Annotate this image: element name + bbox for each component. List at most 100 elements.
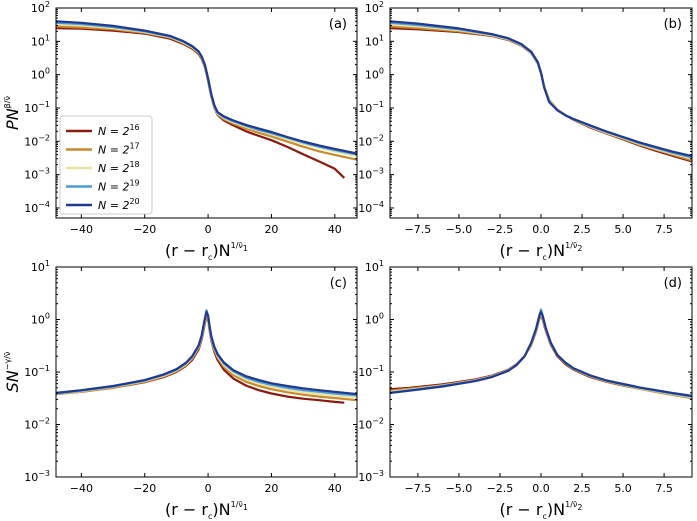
x-tick-label: 0 <box>205 482 212 495</box>
y-tick-label: 10−1 <box>24 100 50 115</box>
x-label-part: (r − r <box>500 500 543 519</box>
chart-panel-b: −7.5 −5.0 −2.5 0.0 2.5 5.0 7.510−410−310−210−1… <box>358 0 693 262</box>
x-tick-label: −7.5 <box>405 482 432 495</box>
legend-exp: 20 <box>129 197 139 206</box>
x-label-exp-sub: 1 <box>243 503 248 512</box>
x-tick-label: 20 <box>264 482 278 495</box>
y-tick-label: 10−1 <box>358 100 384 115</box>
x-label-part: (r − r <box>165 241 208 260</box>
y-tick-label: 10−1 <box>24 364 50 379</box>
y-axis-label-top-main: PN <box>3 108 22 130</box>
y-tick-exponent: −1 <box>38 100 50 109</box>
x-label-exp: 1/ν̄ <box>565 241 578 250</box>
y-tick-label: 10−2 <box>24 133 50 148</box>
y-tick-label: 102 <box>31 0 50 15</box>
series-line-c-19 <box>56 309 357 397</box>
y-tick-label: 101 <box>365 33 384 48</box>
x-label-part: )N <box>547 500 565 519</box>
x-tick-label: 2.5 <box>573 223 591 236</box>
legend-base: N = 2 <box>98 125 129 138</box>
y-tick-exponent: 0 <box>45 67 50 76</box>
y-tick-base: 10 <box>31 69 45 82</box>
legend-base: N = 2 <box>98 199 129 212</box>
panel-label: (b) <box>664 17 682 32</box>
y-tick-base: 10 <box>24 135 38 148</box>
y-axis-label-bottom-main: SN <box>3 370 22 392</box>
x-tick-label: 40 <box>328 223 342 236</box>
y-tick-exponent: −1 <box>38 364 50 373</box>
chart-panel-d: −7.5 −5.0 −2.5 0.0 2.5 5.0 7.510−310−210−11001… <box>358 259 693 521</box>
y-tick-base: 10 <box>365 261 379 274</box>
y-tick-base: 10 <box>365 314 379 327</box>
y-tick-label: 10−2 <box>358 133 384 148</box>
x-label-part: )N <box>212 241 230 260</box>
x-tick-label: 40 <box>328 482 342 495</box>
x-tick-label: −2.5 <box>487 482 514 495</box>
axes-frame <box>389 7 693 219</box>
y-tick-exponent: −4 <box>38 200 50 209</box>
series-line-b-16 <box>390 27 692 163</box>
x-tick-label: 7.5 <box>655 223 673 236</box>
series-line-d-17 <box>390 312 692 400</box>
legend-box <box>59 115 153 215</box>
x-label-exp-sub: 2 <box>577 503 582 512</box>
x-label-part: (r − r <box>500 241 543 260</box>
y-axis-label-bottom: SN−γ/ν̄ <box>3 351 22 392</box>
y-tick-label: 10−3 <box>358 167 384 182</box>
y-tick-label: 10−2 <box>24 417 50 432</box>
y-tick-exponent: −1 <box>372 100 384 109</box>
y-tick-label: 101 <box>365 259 384 274</box>
y-tick-base: 10 <box>358 471 372 484</box>
series-line-d-19 <box>390 308 692 398</box>
x-axis-label: (r − rc)N1/ν̄1 <box>165 500 248 521</box>
y-tick-exponent: −3 <box>38 167 50 176</box>
x-label-exp: 1/ν̄ <box>231 241 244 250</box>
x-tick-label: 0 <box>205 223 212 236</box>
y-tick-exponent: −1 <box>372 364 384 373</box>
y-tick-label: 101 <box>31 33 50 48</box>
y-tick-exponent: 0 <box>379 312 384 321</box>
y-tick-base: 10 <box>24 471 38 484</box>
x-label-sub: c <box>543 253 547 262</box>
y-tick-label: 10−4 <box>358 200 384 215</box>
y-tick-exponent: −2 <box>372 417 384 426</box>
x-axis-label: (r − rc)N1/ν̄2 <box>500 500 583 521</box>
y-tick-base: 10 <box>358 202 372 215</box>
x-tick-label: −20 <box>133 482 156 495</box>
y-tick-base: 10 <box>358 366 372 379</box>
series-line-c-20 <box>56 310 357 396</box>
y-tick-base: 10 <box>24 169 38 182</box>
legend-exp: 17 <box>129 142 139 151</box>
y-tick-base: 10 <box>358 419 372 432</box>
y-tick-exponent: 1 <box>45 259 50 268</box>
y-axis-label-bottom-exp: −γ/ν̄ <box>3 351 12 370</box>
x-label-sub: c <box>208 253 212 262</box>
y-tick-exponent: −4 <box>372 200 384 209</box>
y-tick-label: 10−2 <box>358 417 384 432</box>
y-tick-base: 10 <box>24 419 38 432</box>
y-tick-base: 10 <box>358 102 372 115</box>
y-tick-exponent: 0 <box>45 312 50 321</box>
x-label-sub: c <box>543 512 547 521</box>
series-line-c-18 <box>56 310 357 399</box>
y-tick-exponent: −3 <box>372 167 384 176</box>
panel-label: (a) <box>329 17 347 32</box>
y-tick-base: 10 <box>358 169 372 182</box>
y-tick-exponent: 1 <box>45 33 50 42</box>
y-tick-label: 10−3 <box>24 469 50 484</box>
x-label-part: )N <box>212 500 230 519</box>
y-tick-base: 10 <box>365 69 379 82</box>
x-label-exp: 1/ν̄ <box>231 500 244 509</box>
y-tick-base: 10 <box>358 135 372 148</box>
legend-exp: 16 <box>129 123 139 132</box>
x-tick-label: −5.0 <box>446 482 473 495</box>
series-line-b-20 <box>390 20 692 158</box>
y-tick-base: 10 <box>31 314 45 327</box>
series-line-b-18 <box>390 23 692 160</box>
y-tick-exponent: −3 <box>372 469 384 478</box>
x-axis-label: (r − rc)N1/ν̄2 <box>500 241 583 262</box>
y-tick-label: 100 <box>365 67 384 82</box>
y-tick-exponent: −2 <box>38 417 50 426</box>
y-tick-label: 102 <box>365 0 384 15</box>
